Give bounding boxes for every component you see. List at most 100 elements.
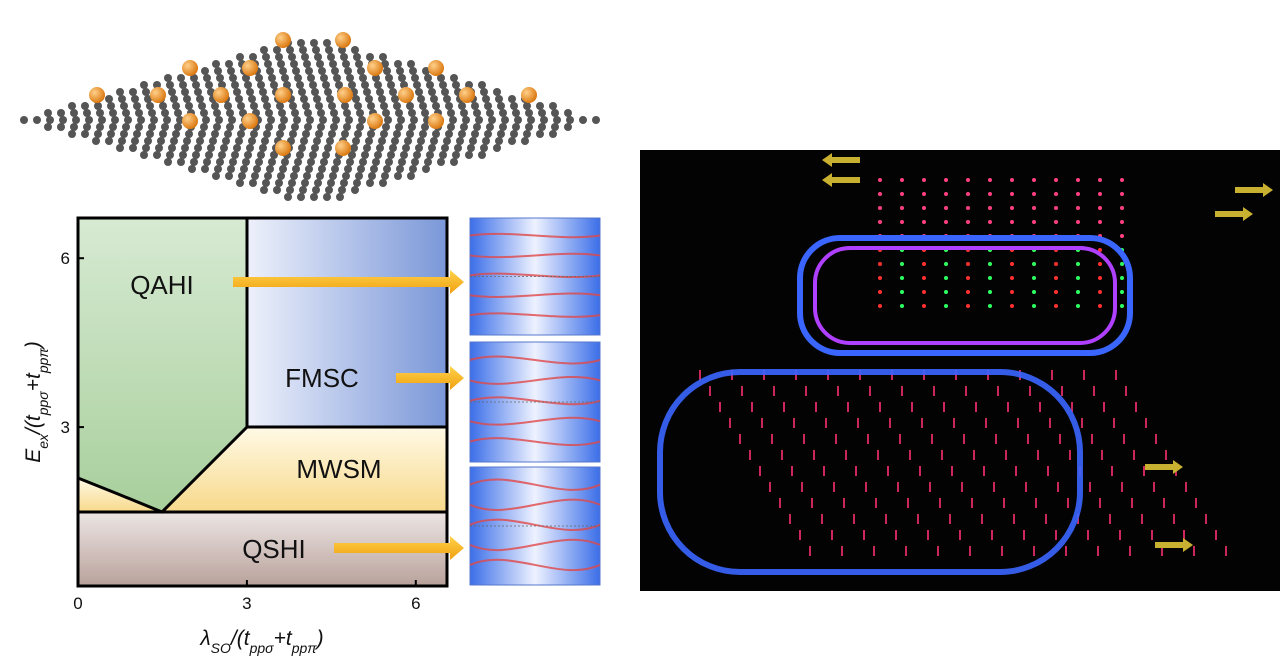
atom (237, 130, 245, 138)
atom (473, 109, 481, 117)
atom (177, 74, 185, 82)
atom (72, 116, 80, 124)
atom (368, 172, 376, 180)
atom (523, 102, 531, 110)
atom (312, 46, 320, 54)
atom (391, 137, 399, 145)
atom (374, 151, 382, 159)
atom (310, 193, 318, 201)
atom (185, 130, 193, 138)
molecule-structure (20, 32, 600, 201)
dopant-atom (335, 140, 351, 156)
spin-dot (1032, 276, 1036, 280)
atom (264, 60, 272, 68)
atom (342, 172, 350, 180)
label-part: ) (314, 627, 324, 650)
atom (70, 123, 78, 131)
atom (242, 158, 250, 166)
atom (276, 130, 284, 138)
y-tick-label: 6 (61, 249, 70, 268)
atom (370, 165, 378, 173)
atom (311, 144, 319, 152)
dopant-atom (275, 87, 291, 103)
spin-dot (944, 262, 948, 266)
atom (359, 74, 367, 82)
atom (462, 116, 470, 124)
atom (283, 81, 291, 89)
spin-dot (1032, 206, 1036, 210)
atom (443, 95, 451, 103)
atom (324, 144, 332, 152)
atom (304, 109, 312, 117)
dopant-atom (428, 113, 444, 129)
atom (131, 95, 139, 103)
atom (411, 74, 419, 82)
atom (177, 158, 185, 166)
atom (207, 144, 215, 152)
atom (402, 144, 410, 152)
atom (333, 158, 341, 166)
atom (409, 67, 417, 75)
atom (348, 151, 356, 159)
atom (473, 123, 481, 131)
atom (437, 74, 445, 82)
atom (249, 53, 257, 61)
atom (366, 53, 374, 61)
atom (366, 179, 374, 187)
atom (338, 186, 346, 194)
atom (174, 123, 182, 131)
spin-dot (988, 262, 992, 266)
atom (382, 109, 390, 117)
dopant-atom (459, 87, 475, 103)
atom (298, 88, 306, 96)
spin-dot (1076, 262, 1080, 266)
atom (129, 144, 137, 152)
force-arrow (1155, 538, 1193, 552)
atom (508, 137, 516, 145)
atom (203, 158, 211, 166)
edge-loop (813, 246, 1117, 345)
atom (536, 102, 544, 110)
spin-dot (988, 304, 992, 308)
atom (150, 116, 158, 124)
atom (471, 102, 479, 110)
atom (224, 102, 232, 110)
atom (419, 102, 427, 110)
dopant-atom (213, 87, 229, 103)
atom (358, 116, 366, 124)
spin-dot (944, 178, 948, 182)
atom (259, 88, 267, 96)
atom (297, 193, 305, 201)
atom (85, 116, 93, 124)
atom (116, 88, 124, 96)
spin-dot (900, 178, 904, 182)
atom (305, 165, 313, 173)
band-line (469, 558, 601, 572)
dopant-atom (367, 60, 383, 76)
atom (413, 81, 421, 89)
atom (393, 102, 401, 110)
atom (300, 137, 308, 145)
atom (482, 95, 490, 103)
spin-dot (1120, 276, 1124, 280)
atom (290, 60, 298, 68)
atom (105, 95, 113, 103)
atom (379, 53, 387, 61)
dopant-atom (335, 32, 351, 48)
atom (480, 88, 488, 96)
atom (384, 116, 392, 124)
atom (391, 95, 399, 103)
atom (242, 74, 250, 82)
atom (305, 67, 313, 75)
dopant-atom (398, 87, 414, 103)
atom (303, 172, 311, 180)
atom (291, 123, 299, 131)
atom (211, 102, 219, 110)
atom (148, 109, 156, 117)
atom (275, 179, 283, 187)
atom (68, 102, 76, 110)
atom (428, 88, 436, 96)
atom (443, 137, 451, 145)
atom (365, 95, 373, 103)
spin-dot (878, 178, 882, 182)
